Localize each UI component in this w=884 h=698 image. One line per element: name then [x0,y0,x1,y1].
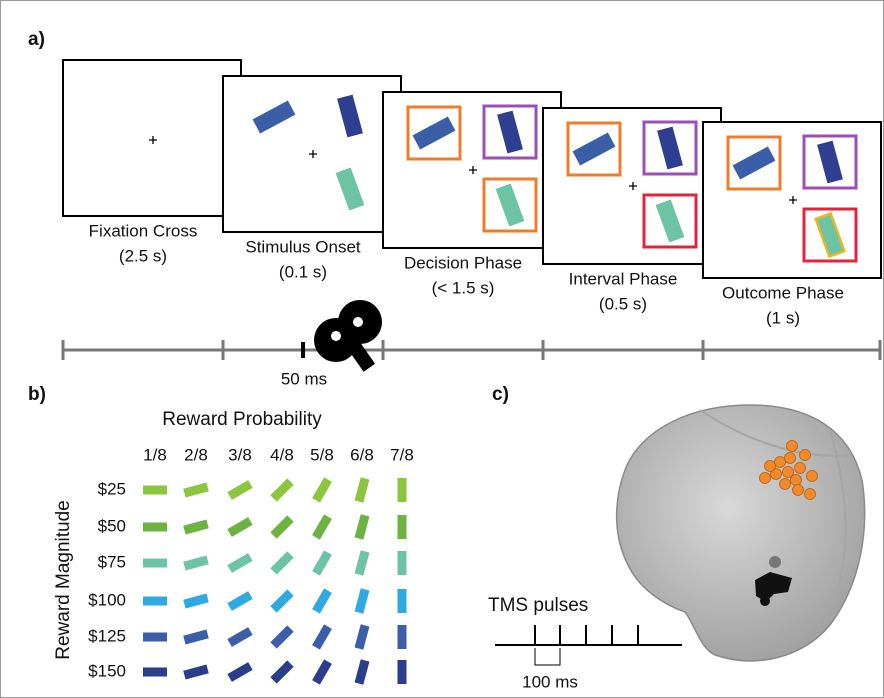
site [765,461,776,472]
tms-title: TMS pulses [488,595,588,616]
phase-name: Interval Phase [569,269,678,288]
probability-label: 6/8 [350,445,374,464]
phase-frame [63,60,241,216]
phase-duration: (0.1 s) [279,262,327,281]
site [795,463,806,474]
magnitude-label: $125 [88,626,126,645]
magnitude-label: $25 [98,479,126,498]
tms-interval: 100 ms [522,672,578,691]
stimulus-bar [143,668,167,677]
phase-duration: (< 1.5 s) [432,278,495,297]
stimulus-bar [398,515,407,539]
probability-label: 3/8 [228,445,252,464]
site [800,450,811,461]
site [807,471,818,482]
stimulus-bar [143,559,167,568]
phase-name: Decision Phase [404,253,522,272]
panel-label: a) [28,29,45,50]
probability-label: 5/8 [310,445,334,464]
panel-label: b) [28,384,46,405]
site [780,479,791,490]
phase-duration: (0.5 s) [599,294,647,313]
site [775,457,786,468]
phase-name: Fixation Cross [89,221,198,240]
stimulus-bar [398,551,407,575]
stimulus-bar [398,625,407,649]
probability-label: 2/8 [184,445,208,464]
stimulus-bar [143,523,167,532]
magnitude-label: $150 [88,661,126,680]
magnitude-label: $75 [98,552,126,571]
stimulus-bar [398,660,407,684]
site [793,485,804,496]
site [785,453,796,464]
phase-name: Stimulus Onset [245,237,361,256]
site [805,489,816,500]
figure: a) b) c) 50 ms Reward Probability Reward… [0,0,884,698]
probability-label: 7/8 [390,445,414,464]
stimulus-bar [143,597,167,606]
pulse-delay: 50 ms [281,369,327,388]
site [791,475,802,486]
stimulus-bar [398,478,407,502]
phase-name: Outcome Phase [722,283,844,302]
stimulus-bar [398,589,407,613]
panel-label: c) [492,384,509,405]
reward-axis-label: Reward Magnitude [53,500,74,659]
probability-label: 4/8 [270,445,294,464]
reward-title: Reward Probability [162,409,322,430]
phase-duration: (2.5 s) [119,246,167,265]
phase-duration: (1 s) [766,308,800,327]
site [787,441,798,452]
stimulus-bar [143,633,167,642]
stimulus-bar [143,486,167,495]
probability-label: 1/8 [143,445,167,464]
site [760,473,771,484]
magnitude-label: $50 [98,516,126,535]
magnitude-label: $100 [88,590,126,609]
